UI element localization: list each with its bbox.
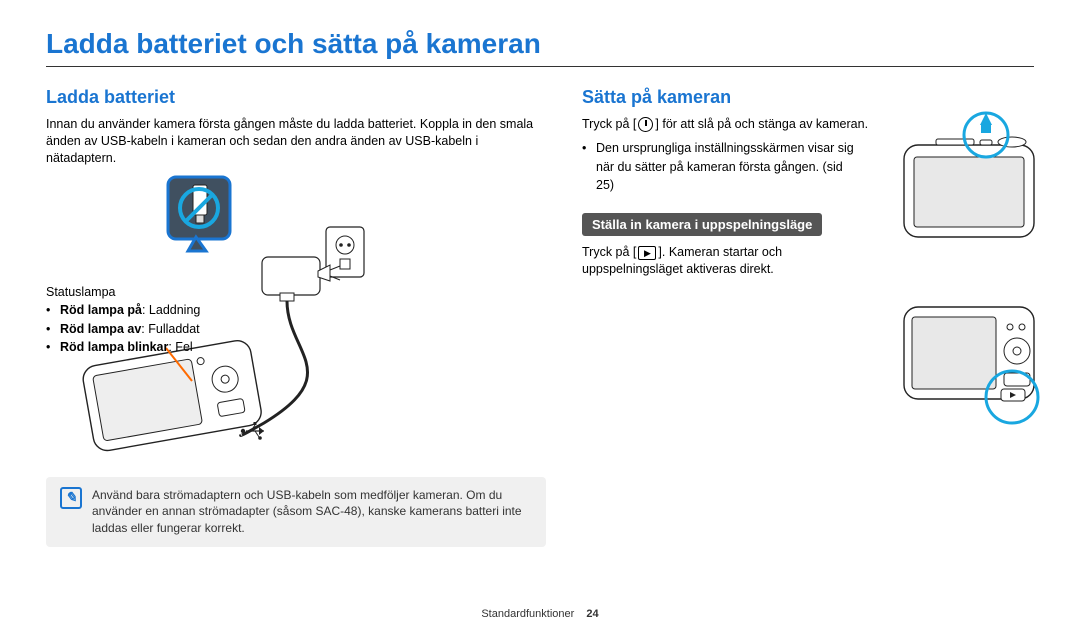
power-icon [638, 117, 653, 132]
status-label: Statuslampa [46, 283, 200, 301]
camera-top-illustration [894, 107, 1044, 267]
status-item-off: Röd lampa av: Fulladdat [60, 320, 200, 339]
warning-note: ✎ Använd bara strömadaptern och USB-kabe… [46, 477, 546, 547]
power-on-bullet-1: Den ursprungliga inställningsskärmen vis… [596, 139, 862, 195]
two-column-layout: Ladda batteriet Innan du använder kamera… [46, 87, 1034, 547]
camera-back-illustration [894, 297, 1044, 457]
charge-heading: Ladda batteriet [46, 87, 546, 108]
page-footer: Standardfunktioner 24 [0, 608, 1080, 620]
note-icon: ✎ [60, 487, 82, 509]
note-text: Använd bara strömadaptern och USB-kabeln… [92, 487, 532, 537]
playback-line: Tryck på [▶]. Kameran startar och uppspe… [582, 244, 872, 278]
page-title: Ladda batteriet och sätta på kameran [46, 28, 1034, 67]
charging-diagram: Statuslampa Röd lampa på: Laddning Röd l… [46, 173, 546, 473]
power-on-bullets: Den ursprungliga inställningsskärmen vis… [582, 139, 862, 195]
status-list: Röd lampa på: Laddning Röd lampa av: Ful… [46, 301, 200, 357]
playback-icon: ▶ [638, 246, 656, 260]
status-lamp-callout: Statuslampa Röd lampa på: Laddning Röd l… [46, 283, 200, 357]
wrong-orientation-callout [168, 177, 230, 251]
power-on-heading: Sätta på kameran [582, 87, 1034, 108]
status-item-blink: Röd lampa blinkar: Fel [60, 338, 200, 357]
right-column: Sätta på kameran Tryck på [] för att slå… [582, 87, 1034, 547]
left-column: Ladda batteriet Innan du använder kamera… [46, 87, 546, 547]
charge-paragraph: Innan du använder kamera första gången m… [46, 116, 546, 167]
playback-mode-heading: Ställa in kamera i uppspelningsläge [582, 213, 822, 236]
status-item-on: Röd lampa på: Laddning [60, 301, 200, 320]
